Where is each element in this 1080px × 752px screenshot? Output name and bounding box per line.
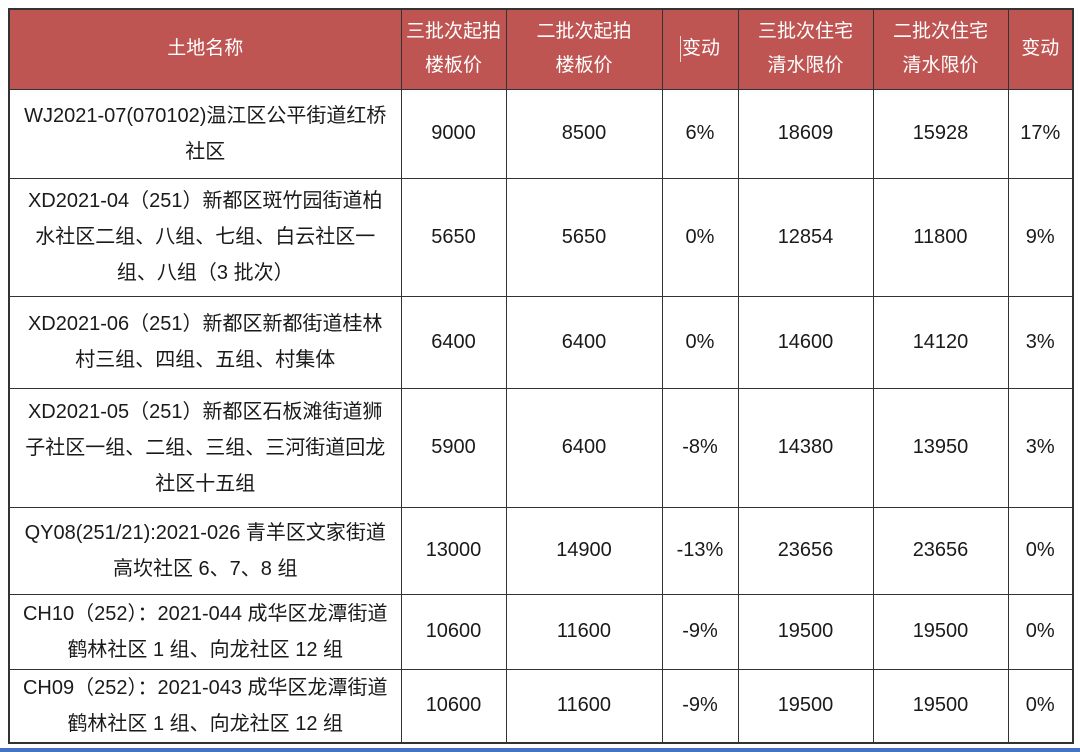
batch2-floor-price-cell[interactable]: 8500 bbox=[505, 88, 663, 179]
batch2-price-limit-cell[interactable]: 19500 bbox=[872, 593, 1009, 670]
batch2-price-limit-cell[interactable]: 19500 bbox=[872, 668, 1009, 744]
land-name-cell[interactable]: WJ2021-07(070102)温江区公平街道红桥社区 bbox=[8, 88, 402, 179]
text-cursor bbox=[679, 36, 681, 63]
batch2-price-limit-cell[interactable]: 15928 bbox=[872, 88, 1009, 179]
header-line: 变动 bbox=[681, 38, 720, 60]
floor-price-change-cell[interactable]: -13% bbox=[661, 506, 739, 595]
table-row: CH10（252）：2021-044 成华区龙潭街道鹤林社区 1 组、向龙社区 … bbox=[8, 593, 1074, 670]
header-batch3-floor-price[interactable]: 三批次起拍 楼板价 bbox=[400, 8, 507, 90]
land-price-table: 土地名称 三批次起拍 楼板价 二批次起拍 楼板价 变动 三批次住宅 清水限价 二… bbox=[8, 8, 1074, 744]
header-batch2-price-limit[interactable]: 二批次住宅 清水限价 bbox=[872, 8, 1009, 90]
land-name-cell[interactable]: CH10（252）：2021-044 成华区龙潭街道鹤林社区 1 组、向龙社区 … bbox=[8, 593, 402, 670]
table-row: XD2021-06（251）新都区新都街道桂林村三组、四组、五组、村集体 640… bbox=[8, 295, 1074, 389]
land-name-cell[interactable]: XD2021-05（251）新都区石板滩街道狮子社区一组、二组、三组、三河街道回… bbox=[8, 387, 402, 508]
header-row: 土地名称 三批次起拍 楼板价 二批次起拍 楼板价 变动 三批次住宅 清水限价 二… bbox=[8, 8, 1074, 90]
batch2-floor-price-cell[interactable]: 11600 bbox=[505, 668, 663, 744]
floor-price-change-cell[interactable]: -9% bbox=[661, 668, 739, 744]
limit-change-cell[interactable]: 0% bbox=[1007, 668, 1074, 744]
header-line: 三批次住宅 bbox=[757, 21, 853, 43]
header-line: 清水限价 bbox=[767, 55, 844, 77]
batch3-floor-price-cell[interactable]: 10600 bbox=[400, 593, 507, 670]
header-limit-change[interactable]: 变动 bbox=[1007, 8, 1074, 90]
batch2-price-limit-cell[interactable]: 14120 bbox=[872, 295, 1009, 389]
land-name-cell[interactable]: XD2021-04（251）新都区斑竹园街道柏水社区二组、八组、七组、白云社区一… bbox=[8, 177, 402, 297]
land-name-cell[interactable]: QY08(251/21):2021-026 青羊区文家街道高坎社区 6、7、8 … bbox=[8, 506, 402, 595]
table-row: XD2021-05（251）新都区石板滩街道狮子社区一组、二组、三组、三河街道回… bbox=[8, 387, 1074, 508]
batch2-floor-price-cell[interactable]: 11600 bbox=[505, 593, 663, 670]
limit-change-cell[interactable]: 0% bbox=[1007, 593, 1074, 670]
batch2-floor-price-cell[interactable]: 6400 bbox=[505, 387, 663, 508]
batch2-floor-price-cell[interactable]: 5650 bbox=[505, 177, 663, 297]
batch2-price-limit-cell[interactable]: 13950 bbox=[872, 387, 1009, 508]
batch3-floor-price-cell[interactable]: 5650 bbox=[400, 177, 507, 297]
batch2-price-limit-cell[interactable]: 11800 bbox=[872, 177, 1009, 297]
header-land-name[interactable]: 土地名称 bbox=[8, 8, 402, 90]
header-line: 变动 bbox=[1021, 38, 1060, 60]
batch3-floor-price-cell[interactable]: 9000 bbox=[400, 88, 507, 179]
header-floor-price-change[interactable]: 变动 bbox=[661, 8, 739, 90]
batch3-floor-price-cell[interactable]: 6400 bbox=[400, 295, 507, 389]
limit-change-cell[interactable]: 9% bbox=[1007, 177, 1074, 297]
header-line: 三批次起拍 bbox=[405, 21, 501, 43]
batch3-price-limit-cell[interactable]: 19500 bbox=[737, 668, 874, 744]
limit-change-cell[interactable]: 17% bbox=[1007, 88, 1074, 179]
header-line: 土地名称 bbox=[167, 38, 244, 60]
bottom-blue-bar bbox=[0, 748, 1080, 752]
header-batch2-floor-price[interactable]: 二批次起拍 楼板价 bbox=[505, 8, 663, 90]
batch3-floor-price-cell[interactable]: 13000 bbox=[400, 506, 507, 595]
batch2-floor-price-cell[interactable]: 6400 bbox=[505, 295, 663, 389]
table-row: XD2021-04（251）新都区斑竹园街道柏水社区二组、八组、七组、白云社区一… bbox=[8, 177, 1074, 297]
floor-price-change-cell[interactable]: 6% bbox=[661, 88, 739, 179]
header-batch3-price-limit[interactable]: 三批次住宅 清水限价 bbox=[737, 8, 874, 90]
batch3-price-limit-cell[interactable]: 19500 bbox=[737, 593, 874, 670]
batch3-floor-price-cell[interactable]: 5900 bbox=[400, 387, 507, 508]
batch3-price-limit-cell[interactable]: 14380 bbox=[737, 387, 874, 508]
limit-change-cell[interactable]: 3% bbox=[1007, 387, 1074, 508]
batch3-price-limit-cell[interactable]: 14600 bbox=[737, 295, 874, 389]
batch3-price-limit-cell[interactable]: 18609 bbox=[737, 88, 874, 179]
batch3-floor-price-cell[interactable]: 10600 bbox=[400, 668, 507, 744]
header-line: 清水限价 bbox=[902, 55, 979, 77]
floor-price-change-cell[interactable]: -9% bbox=[661, 593, 739, 670]
limit-change-cell[interactable]: 3% bbox=[1007, 295, 1074, 389]
batch3-price-limit-cell[interactable]: 23656 bbox=[737, 506, 874, 595]
header-line: 二批次住宅 bbox=[892, 21, 988, 43]
header-line: 二批次起拍 bbox=[536, 21, 632, 43]
floor-price-change-cell[interactable]: 0% bbox=[661, 295, 739, 389]
land-name-cell[interactable]: CH09（252）：2021-043 成华区龙潭街道鹤林社区 1 组、向龙社区 … bbox=[8, 668, 402, 744]
batch3-price-limit-cell[interactable]: 12854 bbox=[737, 177, 874, 297]
table-row: CH09（252）：2021-043 成华区龙潭街道鹤林社区 1 组、向龙社区 … bbox=[8, 668, 1074, 744]
batch2-floor-price-cell[interactable]: 14900 bbox=[505, 506, 663, 595]
batch2-price-limit-cell[interactable]: 23656 bbox=[872, 506, 1009, 595]
limit-change-cell[interactable]: 0% bbox=[1007, 506, 1074, 595]
table-row: WJ2021-07(070102)温江区公平街道红桥社区 9000 8500 6… bbox=[8, 88, 1074, 179]
floor-price-change-cell[interactable]: 0% bbox=[661, 177, 739, 297]
header-line: 楼板价 bbox=[555, 55, 613, 77]
floor-price-change-cell[interactable]: -8% bbox=[661, 387, 739, 508]
table-row: QY08(251/21):2021-026 青羊区文家街道高坎社区 6、7、8 … bbox=[8, 506, 1074, 595]
header-line: 楼板价 bbox=[424, 55, 482, 77]
land-name-cell[interactable]: XD2021-06（251）新都区新都街道桂林村三组、四组、五组、村集体 bbox=[8, 295, 402, 389]
